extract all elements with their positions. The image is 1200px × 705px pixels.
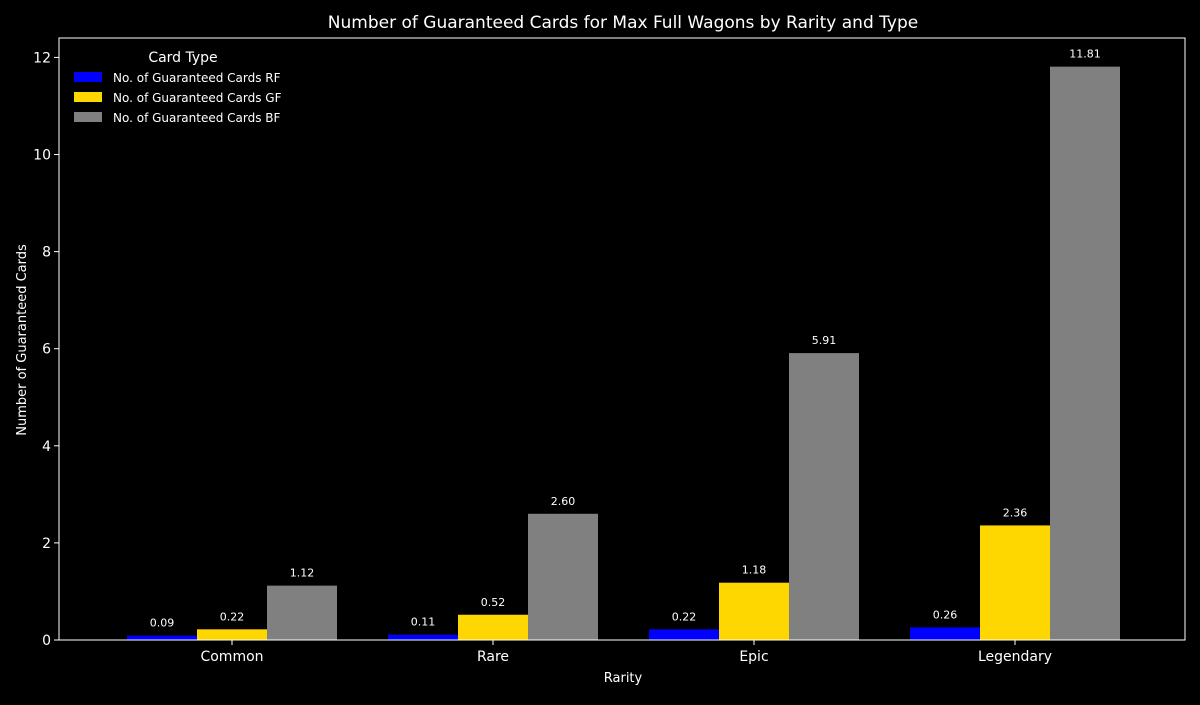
data-label: 11.81 [1069,48,1101,61]
y-tick-label: 2 [42,536,51,552]
data-label: 0.11 [411,616,436,629]
data-label: 1.12 [290,567,315,580]
bar-legendary-series-2 [980,525,1050,640]
legend-swatch [74,72,102,82]
y-tick-label: 10 [33,148,51,164]
legend-entry-label: No. of Guaranteed Cards GF [113,91,282,105]
x-axis-ticks: Common Rare Epic Legendary [200,640,1052,665]
x-tick-label: Epic [739,649,768,665]
legend-swatch [74,112,102,122]
data-label: 0.09 [150,617,175,630]
plot-area: 0.09 0.11 0.22 0.26 0.22 0.52 1.18 2.36 1.12 2.60… [58,37,1186,641]
bar-common-series-2 [197,629,267,640]
bar-legendary-series-1 [910,627,980,640]
data-label: 2.36 [1003,506,1028,519]
data-label: 0.22 [672,610,697,623]
data-label: 1.18 [742,564,767,577]
legend-swatch [74,92,102,102]
data-label: 0.26 [933,608,958,621]
data-label: 0.22 [220,610,245,623]
bar-legendary-series-3 [1050,66,1120,640]
y-tick-label: 8 [42,245,51,261]
legend-title: Card Type [148,50,217,66]
legend: Card Type No. of Guaranteed Cards RF No. … [74,50,282,125]
chart-title: Number of Guaranteed Cards for Max Full … [328,13,918,33]
bar-epic-series-1 [649,629,719,640]
bar-epic-series-3 [789,353,859,640]
x-tick-label: Common [200,649,263,665]
bar-rare-series-2 [458,614,528,640]
bar-common-series-1 [127,635,197,640]
bar-rare-series-1 [388,634,458,640]
x-tick-label: Legendary [978,649,1052,665]
data-label: 2.60 [551,495,576,508]
bar-common-series-3 [267,585,337,640]
y-axis-label: Number of Guaranteed Cards [15,244,30,436]
y-tick-label: 4 [42,439,51,455]
legend-entry-label: No. of Guaranteed Cards BF [113,111,281,125]
data-label: 0.52 [481,596,506,609]
data-label: 5.91 [812,334,837,347]
x-axis-label: Rarity [604,671,643,686]
bar-rare-series-3 [528,513,598,640]
y-tick-label: 6 [42,342,51,358]
bar-epic-series-2 [719,582,789,640]
y-tick-label: 12 [33,50,51,66]
plot-frame [58,37,1186,641]
y-tick-label: 0 [42,633,51,649]
legend-entry-label: No. of Guaranteed Cards RF [113,71,281,85]
x-tick-label: Rare [477,649,509,665]
y-axis-ticks: 0 2 4 6 8 10 12 [33,50,59,649]
